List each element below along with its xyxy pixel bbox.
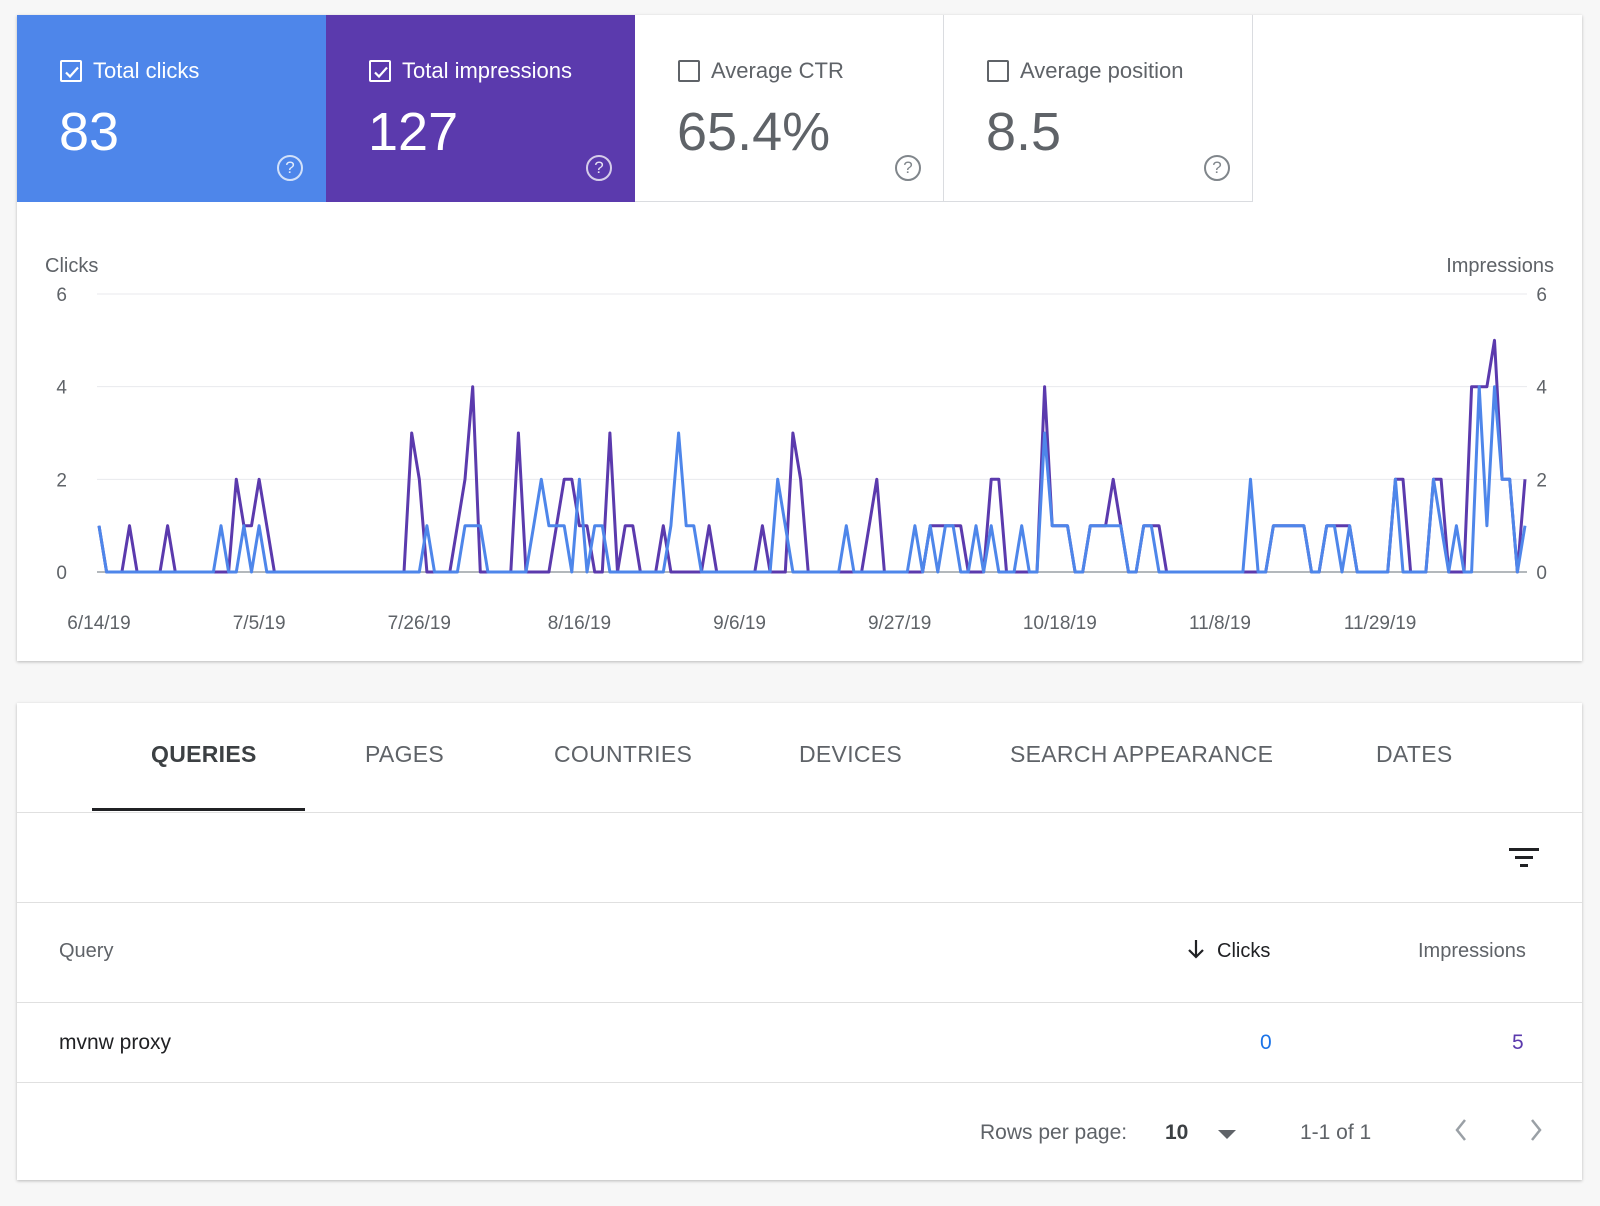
metric-average-position[interactable]: Average position 8.5 ? (944, 15, 1253, 202)
y-tick-label-left: 6 (56, 285, 67, 306)
active-tab-indicator (92, 808, 305, 811)
help-icon[interactable]: ? (586, 155, 612, 181)
rows-per-page-label: Rows per page: (980, 1121, 1128, 1144)
average-ctr-checkbox[interactable] (678, 60, 700, 82)
y-tick-label-right: 6 (1536, 285, 1547, 306)
x-tick-label: 6/14/19 (67, 613, 130, 634)
total-impressions-value: 127 (368, 102, 459, 162)
tab-queries[interactable]: QUERIES (151, 741, 257, 767)
y-tick-label-right: 0 (1536, 563, 1547, 584)
series-line-clicks (97, 385, 1527, 574)
y-tick-label-left: 4 (56, 378, 67, 399)
average-position-value: 8.5 (986, 102, 1062, 162)
table-header: Query Clicks Impressions (17, 903, 1582, 1003)
tab-bar: QUERIES PAGES COUNTRIES DEVICES SEARCH A… (17, 703, 1582, 813)
filter-bar (17, 813, 1582, 903)
filter-icon[interactable] (1508, 845, 1540, 871)
x-tick-label: 10/18/19 (1023, 613, 1097, 634)
check-icon (374, 66, 388, 79)
x-tick-label: 9/6/19 (713, 613, 766, 634)
query-column-header[interactable]: Query (59, 940, 114, 962)
impressions-cell: 5 (1512, 1031, 1524, 1054)
total-impressions-label: Total impressions (402, 58, 572, 83)
x-tick-label: 11/8/19 (1189, 613, 1251, 634)
metric-total-clicks[interactable]: Total clicks 83 ? (17, 15, 326, 202)
left-axis-title: Clicks (45, 255, 98, 277)
query-cell: mvnw proxy (59, 1031, 172, 1054)
help-icon[interactable]: ? (1204, 155, 1230, 181)
pagination: Rows per page: 10 1-1 of 1 (17, 1083, 1582, 1180)
performance-chart: Clicks Impressions 0 0 2 2 4 4 6 6 6/14/19 7/5/19 7/… (45, 255, 1554, 634)
table-row[interactable]: mvnw proxy 0 5 (17, 1003, 1582, 1083)
y-tick-label-left: 0 (56, 563, 67, 584)
metric-total-impressions[interactable]: Total impressions 127 ? (326, 15, 635, 202)
y-tick-label-right: 4 (1536, 378, 1547, 399)
x-tick-label: 9/27/19 (868, 613, 931, 634)
total-clicks-label: Total clicks (93, 58, 200, 83)
average-position-label: Average position (1020, 58, 1184, 83)
check-icon (65, 66, 79, 79)
total-impressions-checkbox[interactable] (369, 60, 391, 82)
average-ctr-label: Average CTR (711, 58, 844, 83)
x-tick-label: 11/29/19 (1344, 613, 1417, 634)
arrow-down-icon[interactable] (1184, 937, 1208, 961)
performance-card: Total clicks 83 ? Total impressions 127 … (17, 15, 1582, 661)
metric-average-ctr[interactable]: Average CTR 65.4% ? (635, 15, 944, 202)
metrics-row: Total clicks 83 ? Total impressions 127 … (17, 15, 1253, 202)
series-line-impressions (97, 338, 1527, 574)
average-position-checkbox[interactable] (987, 60, 1009, 82)
total-clicks-checkbox[interactable] (60, 60, 82, 82)
x-tick-label: 7/5/19 (233, 613, 286, 634)
x-tick-label: 7/26/19 (388, 613, 451, 634)
total-clicks-value: 83 (59, 102, 120, 162)
dropdown-arrow-icon[interactable] (1217, 1129, 1237, 1141)
chevron-left-icon[interactable] (1453, 1117, 1469, 1143)
rows-per-page-value[interactable]: 10 (1165, 1121, 1189, 1144)
y-tick-label-left: 2 (56, 470, 67, 491)
y-tick-label-right: 2 (1536, 470, 1547, 491)
clicks-column-header[interactable]: Clicks (1217, 940, 1271, 962)
impressions-column-header[interactable]: Impressions (1418, 940, 1526, 962)
clicks-cell: 0 (1260, 1031, 1272, 1054)
x-tick-label: 8/16/19 (548, 613, 611, 634)
tab-pages[interactable]: PAGES (365, 741, 445, 767)
chevron-right-icon[interactable] (1528, 1117, 1544, 1143)
help-icon[interactable]: ? (895, 155, 921, 181)
tab-search-appearance[interactable]: SEARCH APPEARANCE (1010, 741, 1274, 767)
tab-devices[interactable]: DEVICES (799, 741, 903, 767)
tab-countries[interactable]: COUNTRIES (554, 741, 693, 767)
tab-dates[interactable]: DATES (1376, 741, 1453, 767)
help-icon[interactable]: ? (277, 155, 303, 181)
right-axis-title: Impressions (1446, 255, 1554, 277)
details-card: QUERIES PAGES COUNTRIES DEVICES SEARCH A… (17, 703, 1582, 1180)
page-range: 1-1 of 1 (1300, 1121, 1372, 1144)
average-ctr-value: 65.4% (677, 102, 831, 162)
